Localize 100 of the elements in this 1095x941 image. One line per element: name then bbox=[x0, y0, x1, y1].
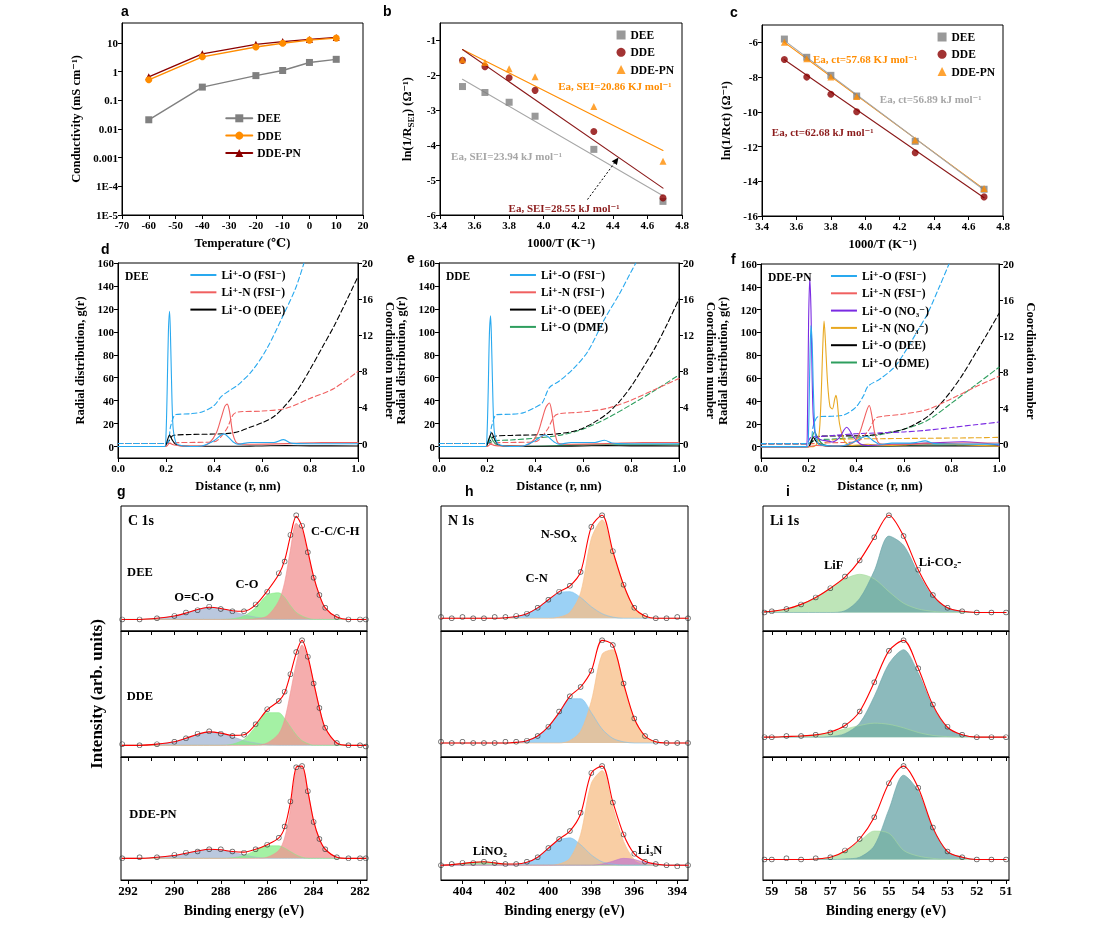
y2-tick-label: 4 bbox=[683, 401, 689, 414]
x-tick-label: 0.0 bbox=[754, 461, 769, 474]
annotation: LiNO₂ bbox=[472, 843, 508, 858]
y-tick-label: -16 bbox=[743, 210, 759, 222]
y2-tick-label: 12 bbox=[1003, 329, 1015, 342]
x-tick-label: 1.0 bbox=[672, 461, 687, 474]
y-tick-label: -12 bbox=[743, 140, 759, 153]
text: DDE bbox=[446, 270, 471, 282]
x-tick-label: 58 bbox=[794, 883, 809, 898]
annotation: DEE bbox=[127, 565, 153, 579]
x-axis-title: Temperature (℃) bbox=[194, 235, 291, 250]
x-tick-label: 286 bbox=[257, 883, 278, 898]
y-tick-label: 40 bbox=[103, 394, 115, 407]
y-tick-label: 1 bbox=[112, 65, 118, 78]
y2-tick-label: 0 bbox=[1003, 437, 1009, 450]
y-tick-label: 40 bbox=[746, 394, 758, 407]
y-tick-label: 100 bbox=[97, 325, 115, 338]
series-label: Ea, ct=62.68 kJ mol⁻¹ bbox=[771, 126, 874, 139]
x-tick-label: 0.4 bbox=[849, 461, 864, 474]
annotation: Li-CO₂- bbox=[918, 554, 962, 569]
x-tick-label: 0 bbox=[306, 218, 313, 231]
y2-tick-label: 20 bbox=[362, 257, 374, 269]
legend-label: Li⁺-O (FSI⁻) bbox=[221, 269, 286, 282]
text: Ea, SEI=28.55 kJ mol⁻¹ bbox=[508, 202, 620, 215]
y-tick-label: -4 bbox=[426, 139, 437, 152]
x-tick-label: 0.2 bbox=[801, 461, 816, 474]
x-tick-label: 0.8 bbox=[944, 461, 959, 474]
y2-tick-label: 12 bbox=[362, 329, 374, 342]
y-tick-label: 140 bbox=[418, 279, 436, 292]
chart-title: i bbox=[786, 483, 790, 499]
y-tick-label: 60 bbox=[746, 372, 758, 385]
chart-subtitle: C 1s bbox=[128, 512, 155, 528]
x-tick-label: 0.2 bbox=[159, 461, 174, 474]
y-tick-label: 120 bbox=[740, 303, 758, 316]
y2-tick-label: 16 bbox=[683, 293, 695, 306]
x-axis-title: Distance (r, nm) bbox=[516, 478, 602, 493]
x-tick-label: 284 bbox=[303, 883, 324, 898]
x-tick-label: -70 bbox=[114, 218, 130, 231]
x-tick-label: 0.8 bbox=[303, 461, 318, 474]
y-tick-label: 20 bbox=[103, 417, 115, 430]
chart-subtitle: N 1s bbox=[448, 512, 475, 528]
y2-axis-title: Coordination number bbox=[1024, 302, 1039, 420]
y2-axis-title: Coordination number bbox=[704, 301, 719, 420]
annotation: C-C/C-H bbox=[310, 524, 360, 538]
x-tick-label: -10 bbox=[275, 218, 291, 231]
y-tick-label: 1E-5 bbox=[96, 209, 119, 221]
y2-tick-label: 16 bbox=[362, 293, 374, 306]
legend-label: DEE bbox=[630, 29, 655, 41]
x-tick-label: 0.4 bbox=[528, 461, 543, 474]
x-tick-label: 0.6 bbox=[896, 461, 912, 474]
y2-tick-label: 0 bbox=[362, 437, 368, 450]
annotation: DDE-PN bbox=[129, 806, 177, 821]
x-axis-title: Distance (r, nm) bbox=[837, 478, 923, 493]
x-tick-label: -50 bbox=[168, 218, 184, 231]
chart-title: f bbox=[731, 251, 736, 267]
x-axis-title: 1000/T (K⁻¹) bbox=[848, 236, 917, 251]
x-tick-label: 3.4 bbox=[433, 218, 448, 231]
series-label: Ea, ct=56.89 kJ mol⁻¹ bbox=[879, 93, 982, 106]
x-tick-label: 57 bbox=[823, 883, 838, 898]
y-tick-label: 60 bbox=[103, 371, 115, 384]
legend-label: Li⁺-O (DEE) bbox=[540, 303, 606, 317]
y-tick-label: 0 bbox=[751, 440, 758, 453]
y-tick-label: 100 bbox=[740, 326, 758, 339]
text: DEE bbox=[125, 270, 149, 282]
y-tick-label: 80 bbox=[746, 349, 758, 362]
y-tick-label: -1 bbox=[426, 34, 436, 47]
y2-tick-label: 20 bbox=[683, 257, 695, 269]
x-tick-label: 4.2 bbox=[571, 218, 586, 231]
y-tick-label: 0 bbox=[108, 440, 115, 453]
x-tick-label: 4.6 bbox=[640, 218, 655, 231]
y-tick-label: 120 bbox=[97, 302, 115, 315]
y-tick-label: -14 bbox=[743, 175, 759, 188]
annotation: LiF bbox=[823, 558, 844, 572]
legend-label: Li⁺-O (DME) bbox=[861, 356, 930, 370]
legend-label: Li⁺-O (FSI⁻) bbox=[861, 270, 927, 283]
x-tick-label: 52 bbox=[970, 883, 984, 898]
legend-label: Li⁺-N (NO₃⁻) bbox=[861, 321, 929, 335]
legend-label: Li⁺-O (DEE) bbox=[861, 339, 927, 353]
legend-label: Li⁺-O (DME) bbox=[540, 320, 609, 334]
y-tick-label: 120 bbox=[418, 302, 436, 315]
x-tick-label: 288 bbox=[211, 883, 232, 898]
y-tick-label: 1E-4 bbox=[96, 180, 119, 193]
legend-label: Li⁺-O (FSI⁻) bbox=[540, 269, 606, 282]
x-tick-label: 404 bbox=[452, 883, 473, 898]
y2-tick-label: 12 bbox=[683, 329, 695, 342]
legend-label: Li⁺-N (FSI⁻) bbox=[540, 286, 605, 300]
y-tick-label: 40 bbox=[424, 394, 436, 407]
x-tick-label: 1.0 bbox=[351, 461, 366, 474]
x-tick-label: 3.8 bbox=[823, 219, 839, 232]
y-tick-label: 140 bbox=[740, 280, 758, 293]
x-tick-label: 292 bbox=[118, 883, 138, 898]
legend-label: DDE bbox=[257, 129, 282, 142]
y2-tick-label: 8 bbox=[683, 365, 689, 378]
chart-title: h bbox=[465, 483, 474, 499]
y-tick-label: -6 bbox=[748, 36, 759, 49]
x-tick-label: -40 bbox=[195, 218, 211, 231]
legend-label: DDE-PN bbox=[630, 63, 675, 76]
legend-label: Li⁺-N (FSI⁻) bbox=[861, 287, 926, 301]
x-tick-label: 3.6 bbox=[467, 218, 482, 231]
annotation: C-N bbox=[525, 571, 548, 585]
